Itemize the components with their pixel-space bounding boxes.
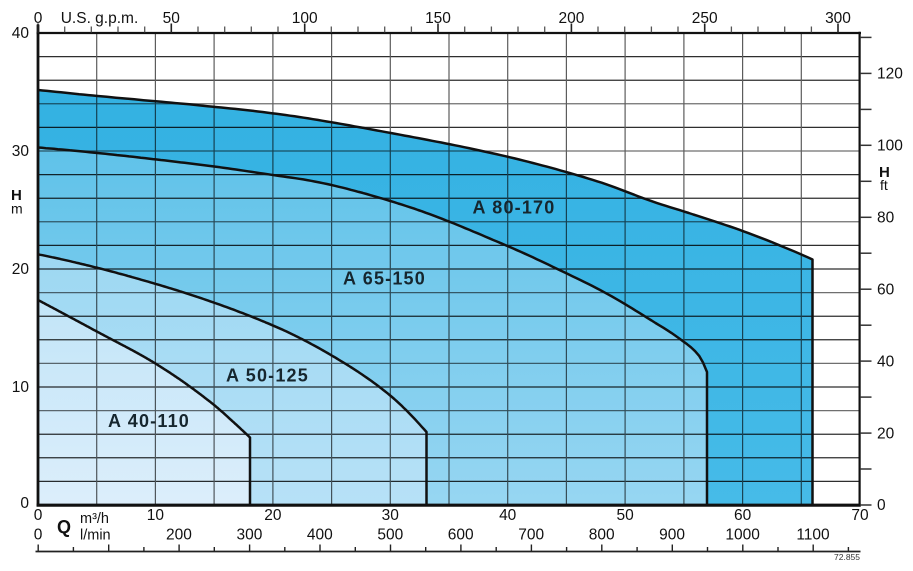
- svg-text:0: 0: [34, 10, 43, 27]
- svg-text:120: 120: [877, 66, 903, 83]
- svg-text:900: 900: [659, 527, 685, 544]
- svg-text:1000: 1000: [725, 527, 760, 544]
- svg-text:800: 800: [589, 527, 615, 544]
- svg-text:l/min: l/min: [80, 528, 111, 544]
- svg-text:A 50-125: A 50-125: [226, 366, 309, 386]
- svg-text:40: 40: [499, 507, 517, 524]
- svg-text:0: 0: [877, 497, 886, 514]
- svg-text:H: H: [879, 164, 890, 181]
- svg-text:72.855: 72.855: [834, 552, 860, 562]
- svg-text:40: 40: [877, 353, 895, 370]
- svg-text:10: 10: [147, 507, 165, 524]
- svg-text:A 80-170: A 80-170: [473, 198, 556, 218]
- svg-text:20: 20: [12, 261, 30, 278]
- svg-text:600: 600: [448, 527, 474, 544]
- svg-text:0: 0: [34, 507, 43, 524]
- svg-text:m: m: [11, 201, 23, 217]
- svg-text:200: 200: [558, 10, 584, 27]
- svg-text:50: 50: [616, 507, 634, 524]
- svg-text:150: 150: [425, 10, 451, 27]
- svg-text:H: H: [11, 187, 22, 204]
- svg-text:m³/h: m³/h: [80, 511, 109, 527]
- svg-text:400: 400: [307, 527, 333, 544]
- svg-text:100: 100: [292, 10, 318, 27]
- svg-text:60: 60: [877, 281, 895, 298]
- svg-text:50: 50: [163, 10, 181, 27]
- svg-text:700: 700: [518, 527, 544, 544]
- svg-text:30: 30: [12, 143, 30, 160]
- svg-text:10: 10: [12, 379, 30, 396]
- svg-text:30: 30: [382, 507, 400, 524]
- svg-text:20: 20: [264, 507, 282, 524]
- svg-text:500: 500: [377, 527, 403, 544]
- svg-text:80: 80: [877, 210, 895, 227]
- svg-text:250: 250: [692, 10, 718, 27]
- svg-text:U.S. g.p.m.: U.S. g.p.m.: [61, 10, 139, 27]
- svg-text:300: 300: [236, 527, 262, 544]
- svg-text:0: 0: [34, 527, 43, 544]
- svg-text:20: 20: [877, 425, 895, 442]
- svg-text:200: 200: [166, 527, 192, 544]
- svg-text:A 65-150: A 65-150: [343, 269, 426, 289]
- svg-text:Q: Q: [57, 517, 71, 537]
- svg-text:300: 300: [825, 10, 851, 27]
- svg-text:40: 40: [12, 25, 30, 42]
- svg-text:A 40-110: A 40-110: [108, 411, 190, 431]
- svg-text:ft: ft: [880, 177, 888, 193]
- svg-text:60: 60: [734, 507, 752, 524]
- svg-text:70: 70: [851, 507, 869, 524]
- svg-text:100: 100: [877, 138, 903, 155]
- svg-text:1100: 1100: [796, 527, 830, 544]
- svg-text:0: 0: [20, 495, 29, 512]
